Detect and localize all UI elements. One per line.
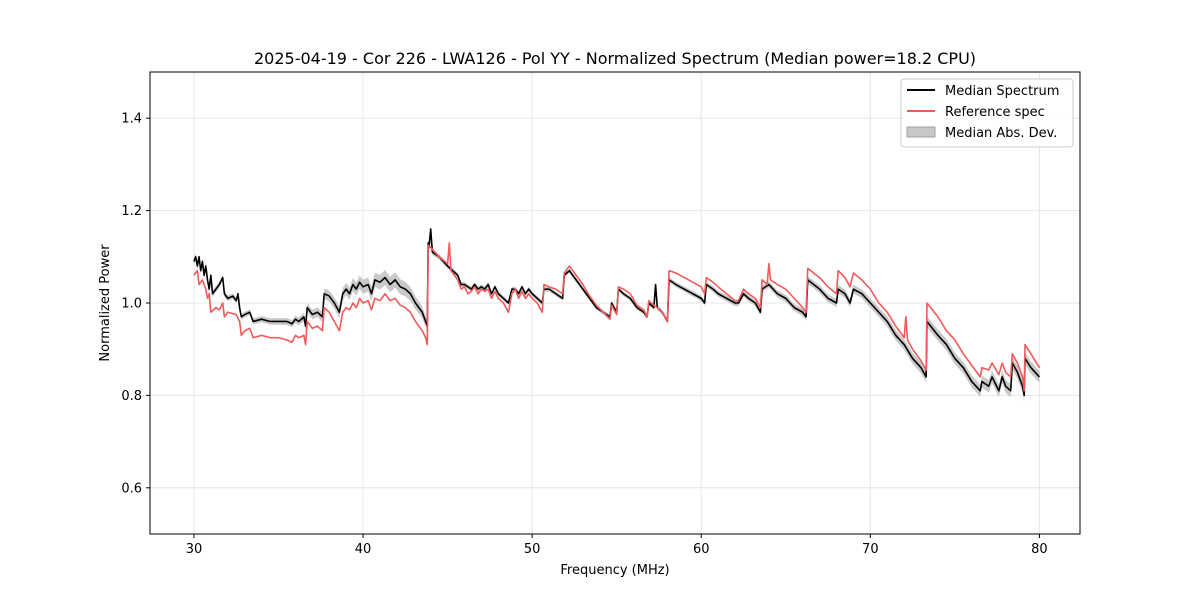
legend-median-label: Median Spectrum — [945, 84, 1059, 99]
legend-box — [900, 78, 1074, 148]
x-tick-label: 80 — [1031, 542, 1048, 557]
series-reference-spec-line — [193, 242, 1041, 392]
y-tick-label: 1.0 — [121, 297, 142, 312]
legend-mad-label: Median Abs. Dev. — [945, 126, 1057, 141]
y-tick-label: 1.2 — [121, 204, 142, 219]
y-tick-label: 0.8 — [121, 389, 142, 404]
y-tick-label: 1.4 — [121, 112, 142, 127]
legend-reference-label: Reference spec — [945, 105, 1045, 120]
x-tick-label: 30 — [186, 542, 203, 557]
x-axis-label: Frequency (MHz) — [560, 563, 669, 578]
chart-title: 2025-04-19 - Cor 226 - LWA126 - Pol YY -… — [254, 49, 976, 68]
x-tick-label: 60 — [693, 542, 710, 557]
legend: Median Spectrum Reference spec Median Ab… — [900, 78, 1074, 148]
x-tick-label: 70 — [862, 542, 879, 557]
axis-ticks: 30 40 50 60 70 80 0.6 0.8 1.0 1.2 1.4 — [121, 112, 1047, 557]
plot-area — [193, 226, 1041, 402]
legend-mad-swatch — [906, 126, 936, 138]
x-tick-label: 50 — [524, 542, 541, 557]
x-tick-label: 40 — [355, 542, 372, 557]
y-tick-label: 0.6 — [121, 481, 142, 496]
y-axis-label: Normalized Power — [98, 244, 113, 362]
series-median-spectrum-line — [193, 228, 1041, 397]
